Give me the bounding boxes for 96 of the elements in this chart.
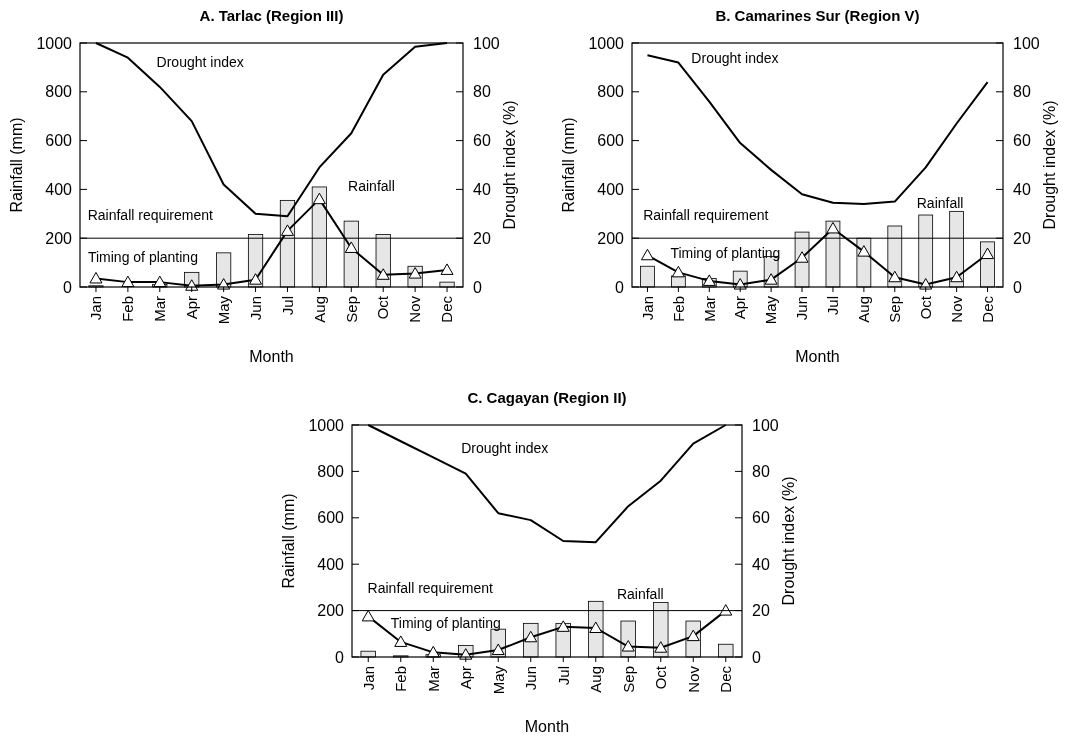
y2-tick-label: 60 [1013, 132, 1031, 150]
y2-tick-label: 0 [473, 278, 482, 296]
series-label: Timing of planting [390, 614, 501, 631]
y2-tick-label: 40 [1013, 181, 1031, 198]
y2-axis-title: Drought index (%) [1041, 100, 1058, 230]
y2-tick-label: 60 [473, 132, 491, 150]
y2-tick-label: 0 [1013, 278, 1022, 296]
x-tick-label: Jun [522, 666, 539, 691]
x-tick-label: Aug [855, 296, 873, 323]
chart-title: A. Tarlac (Region III) [199, 7, 344, 24]
x-tick-label: Jun [793, 296, 811, 321]
y-tick-label: 800 [317, 463, 345, 480]
y2-tick-label: 100 [1013, 34, 1040, 52]
x-tick-label: May [489, 665, 507, 695]
y-axis-title: Rainfall (mm) [560, 117, 577, 213]
x-tick-label: Nov [406, 295, 424, 323]
x-tick-label: Dec [438, 295, 456, 323]
series-label: Rainfall [348, 178, 395, 195]
series-label: Rainfall [616, 586, 664, 603]
ref-line-label: Rainfall requirement [87, 207, 214, 224]
y2-tick-label: 20 [473, 229, 491, 247]
x-tick-label: Dec [978, 295, 996, 323]
x-tick-label: Jan [87, 296, 105, 321]
y2-tick-label: 40 [752, 555, 770, 573]
y2-tick-label: 80 [473, 83, 491, 101]
x-tick-label: Jun [246, 296, 264, 321]
x-tick-label: May [214, 295, 232, 325]
x-tick-label: Dec [717, 665, 734, 693]
y-tick-label: 800 [597, 83, 625, 101]
y2-tick-label: 80 [1013, 83, 1031, 101]
chart-title: C. Cagayan (Region II) [467, 389, 627, 406]
y2-tick-label: 100 [752, 416, 779, 434]
y2-tick-label: 40 [473, 181, 491, 198]
x-tick-label: Apr [182, 296, 200, 320]
series-label: Timing of planting [87, 249, 198, 266]
y-tick-label: 600 [45, 132, 73, 150]
y-tick-label: 600 [597, 132, 625, 150]
chart-title: B. Camarines Sur (Region V) [715, 7, 920, 24]
y-tick-label: 1000 [308, 416, 345, 434]
x-tick-label: Jul [824, 296, 842, 316]
x-tick-label: Feb [392, 666, 409, 692]
y2-tick-label: 20 [1013, 229, 1031, 247]
series-label: Drought index [156, 54, 244, 71]
x-tick-label: Mar [151, 296, 169, 322]
x-tick-label: Jul [554, 666, 572, 686]
y-tick-label: 200 [597, 229, 625, 247]
y2-tick-label: 100 [473, 34, 500, 52]
y-tick-label: 200 [317, 602, 345, 620]
y-tick-label: 1000 [588, 34, 625, 52]
y-tick-label: 400 [317, 555, 345, 573]
x-tick-label: Jan [638, 296, 656, 321]
y2-axis-title: Drought index (%) [780, 476, 797, 606]
x-axis-title: Month [524, 718, 570, 735]
series-label: Rainfall [916, 195, 964, 212]
x-tick-label: Sep [619, 666, 637, 693]
y-axis-title: Rainfall (mm) [8, 117, 25, 213]
x-tick-label: Mar [700, 296, 718, 322]
y2-axis-title: Drought index (%) [501, 100, 518, 230]
x-tick-label: Sep [342, 296, 360, 323]
y-tick-label: 800 [45, 83, 73, 101]
x-tick-label: Oct [652, 665, 669, 690]
series-label: Drought index [461, 439, 549, 456]
x-tick-label: Aug [587, 666, 604, 693]
series-label: Drought index [691, 49, 779, 66]
y-tick-label: 1000 [36, 34, 73, 52]
y-tick-label: 600 [317, 509, 345, 527]
x-tick-label: Oct [374, 295, 392, 320]
x-tick-label: Mar [424, 666, 442, 692]
x-tick-label: Sep [886, 296, 904, 323]
x-tick-label: Apr [731, 296, 749, 320]
y2-tick-label: 60 [752, 509, 770, 527]
x-tick-label: Oct [916, 295, 934, 320]
y-tick-label: 200 [45, 229, 73, 247]
y2-tick-label: 20 [752, 602, 770, 620]
series-label: Timing of planting [670, 245, 781, 262]
y-tick-label: 0 [615, 278, 625, 296]
y-tick-label: 400 [45, 181, 73, 198]
y2-tick-label: 80 [752, 463, 770, 480]
x-tick-label: Jan [359, 666, 377, 691]
y-tick-label: 0 [63, 278, 73, 296]
x-tick-label: Jul [278, 296, 296, 316]
x-tick-label: May [762, 295, 780, 325]
y-tick-label: 400 [597, 181, 625, 198]
x-tick-label: Feb [669, 296, 687, 322]
x-axis-title: Month [249, 348, 294, 365]
x-tick-label: Nov [684, 665, 702, 693]
y-tick-label: 0 [335, 648, 345, 666]
x-axis-title: Month [795, 348, 840, 365]
ref-line-label: Rainfall requirement [367, 579, 493, 596]
y-axis-title: Rainfall (mm) [280, 493, 297, 589]
ref-line-label: Rainfall requirement [643, 207, 769, 224]
x-tick-label: Nov [947, 295, 965, 323]
x-tick-label: Aug [310, 296, 328, 323]
y2-tick-label: 0 [752, 648, 761, 666]
x-tick-label: Feb [119, 296, 137, 322]
x-tick-label: Apr [457, 666, 474, 690]
